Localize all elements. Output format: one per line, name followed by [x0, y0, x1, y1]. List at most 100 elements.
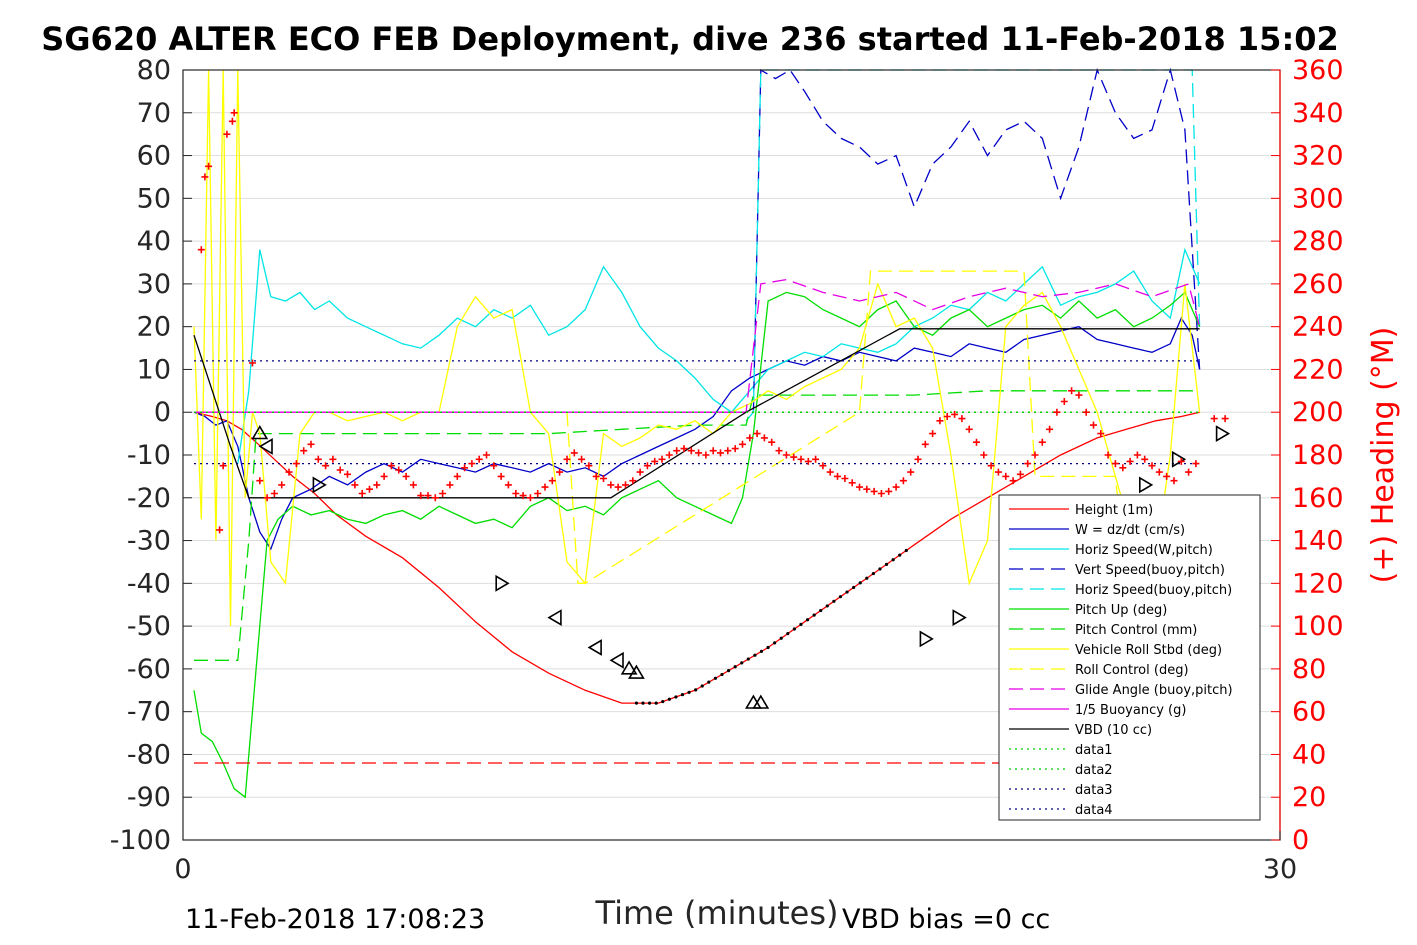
heading-point: [344, 470, 351, 478]
heading-point: [856, 483, 863, 491]
heading-point: [585, 462, 593, 470]
right-tick-label: 20: [1292, 782, 1326, 813]
heading-point: [1104, 451, 1112, 459]
heading-point: [373, 481, 381, 489]
depth-sample: [641, 701, 645, 705]
series-line-height: [193, 411, 1200, 704]
series-line-veh_roll: [193, 69, 1201, 627]
left-tick-label: -100: [110, 825, 171, 856]
heading-point: [270, 490, 278, 497]
heading-point: [819, 462, 827, 470]
x-axis: 0 30: [174, 831, 1297, 885]
heading-point: [526, 494, 534, 502]
series-line-pitch_up: [193, 291, 1201, 799]
heading-point: [775, 447, 783, 455]
right-tick-label: 280: [1292, 226, 1344, 257]
heading-point: [848, 479, 856, 487]
x-tick-label: 30: [1263, 854, 1297, 885]
depth-sample: [740, 661, 744, 665]
depth-marker: [1171, 450, 1187, 468]
heading-point: [739, 440, 746, 448]
heading-point: [201, 173, 209, 181]
legend-label: Vehicle Roll Stbd (deg): [1075, 643, 1222, 658]
left-tick-label: 10: [137, 354, 171, 385]
depth-sample: [680, 693, 685, 697]
right-tick-label: 140: [1292, 526, 1344, 557]
right-tick-label: 340: [1292, 98, 1344, 129]
heading-point: [600, 475, 607, 482]
heading-point: [417, 492, 425, 500]
depth-sample: [779, 636, 783, 640]
heading-point: [1053, 408, 1061, 416]
heading-point: [724, 447, 732, 455]
heading-point: [899, 477, 907, 485]
legend-label: Glide Angle (buoy,pitch): [1075, 683, 1233, 698]
right-tick-label: 40: [1292, 739, 1326, 770]
series-line-w: [193, 316, 1201, 551]
heading-point: [607, 481, 615, 489]
depth-sample: [871, 571, 875, 576]
heading-point: [216, 526, 224, 534]
heading-point: [322, 462, 330, 470]
heading-point: [329, 455, 337, 463]
heading-point: [307, 440, 315, 448]
series-line-horiz_buoy: [745, 69, 1201, 422]
heading-point: [336, 466, 344, 474]
depth-marker: [547, 609, 562, 626]
heading-point: [651, 457, 659, 465]
heading-point: [1210, 415, 1218, 423]
depth-sample: [667, 697, 671, 701]
depth-sample: [694, 688, 698, 692]
heading-point: [256, 477, 264, 485]
right-tick-label: 220: [1292, 354, 1344, 385]
depth-sample: [713, 676, 718, 680]
heading-point: [292, 460, 300, 468]
heading-point: [314, 455, 322, 463]
left-tick-label: 80: [137, 55, 171, 86]
heading-points: [197, 109, 1229, 534]
heading-point: [1082, 408, 1090, 416]
left-tick-label: -50: [127, 611, 171, 642]
left-tick-label: 20: [137, 312, 171, 343]
heading-point: [709, 447, 717, 455]
right-tick-label: 320: [1292, 141, 1344, 172]
right-tick-label: 300: [1292, 183, 1344, 214]
heading-point: [1185, 468, 1193, 476]
legend-label: VBD (10 cc): [1075, 723, 1152, 738]
depth-sample: [661, 699, 665, 704]
depth-marker: [620, 660, 638, 675]
depth-sample: [687, 690, 691, 694]
heading-point: [1163, 472, 1171, 480]
heading-point: [936, 417, 944, 425]
heading-point: [885, 487, 893, 495]
depth-sample: [838, 595, 843, 599]
left-axis: 80 70 60 50 40 30 20 10 0 -10 -20 -30 -40 -50 -60 -70 -8…: [110, 55, 192, 856]
legend-label: Height (1m): [1075, 503, 1153, 518]
heading-point: [205, 162, 213, 170]
heading-point: [563, 455, 571, 463]
depth-sample: [759, 649, 764, 653]
depth-sample: [891, 558, 895, 562]
depth-sample: [812, 613, 816, 617]
depth-sample: [904, 548, 908, 553]
heading-point: [673, 447, 681, 455]
heading-point: [223, 130, 231, 138]
heading-point: [387, 462, 395, 470]
heading-point: [380, 472, 388, 480]
heading-point: [1111, 460, 1119, 468]
heading-point: [490, 462, 498, 470]
heading-point: [1038, 438, 1046, 446]
left-tick-label: -80: [127, 739, 171, 770]
heading-point: [519, 492, 527, 500]
legend-label: data2: [1075, 763, 1113, 778]
heading-point: [497, 472, 505, 480]
legend: Height (1m) W = dz/dt (cm/s) Horiz Speed(W…: [998, 494, 1261, 821]
right-tick-label: 240: [1292, 312, 1344, 343]
right-tick-label: 260: [1292, 269, 1344, 300]
heading-point: [973, 438, 980, 446]
chart-title: SG620 ALTER ECO FEB Deployment, dive 236…: [41, 20, 1339, 58]
depth-sample: [799, 622, 803, 627]
heading-point: [943, 413, 951, 420]
legend-label: data1: [1075, 743, 1113, 758]
